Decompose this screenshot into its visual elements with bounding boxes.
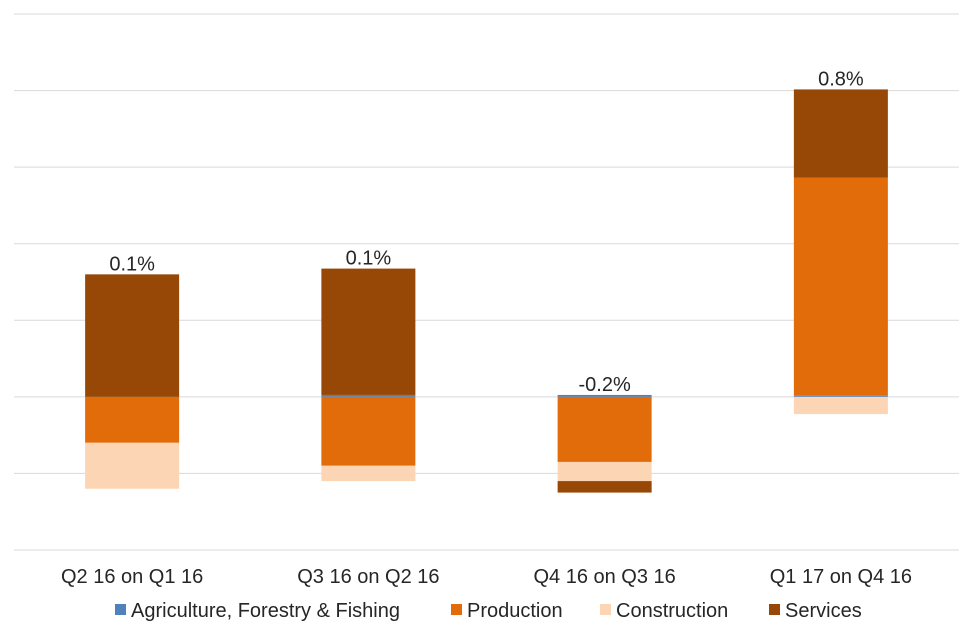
legend-label-agriculture-forestry-fishing: Agriculture, Forestry & Fishing	[131, 600, 400, 622]
bar-segment-services-1	[85, 274, 180, 397]
x-tick-label: Q4 16 on Q3 16	[533, 566, 675, 588]
legend-swatch-services	[769, 604, 780, 615]
legend-swatch-production	[451, 604, 462, 615]
total-label: 0.1%	[109, 253, 155, 275]
x-tick-label: Q2 16 on Q1 16	[61, 566, 203, 588]
legend-label-production: Production	[467, 600, 563, 622]
bar-segment-services-2	[321, 268, 416, 395]
total-label: 0.1%	[346, 248, 392, 270]
x-axis-tick-labels: Q2 16 on Q1 16 Q3 16 on Q2 16 Q4 16 on Q3 …	[61, 566, 912, 588]
bar-segment-production-4	[793, 177, 888, 396]
bar-segment-services-3	[557, 481, 652, 493]
legend-swatch-construction	[600, 604, 611, 615]
bar-segment-production-3	[557, 396, 652, 462]
legend: Agriculture, Forestry & Fishing Productio…	[115, 600, 862, 622]
bar-segment-agriculture-forestry-fishing-2	[321, 394, 416, 397]
bar-segment-construction-1	[85, 442, 180, 489]
bar-segment-construction-2	[321, 465, 416, 482]
bar-segment-production-2	[321, 396, 416, 466]
bar-segment-construction-4	[793, 396, 888, 415]
total-labels: 0.1% 0.1% -0.2% 0.8%	[109, 68, 864, 396]
legend-swatch-agriculture-forestry-fishing	[115, 604, 126, 615]
bar-segment-construction-3	[557, 461, 652, 482]
bar-segment-agriculture-forestry-fishing-4	[793, 395, 888, 397]
bar-segment-agriculture-forestry-fishing-3	[557, 394, 652, 397]
bar-segment-production-1	[85, 396, 180, 443]
legend-label-services: Services	[785, 600, 862, 622]
x-tick-label: Q3 16 on Q2 16	[297, 566, 439, 588]
legend-label-construction: Construction	[616, 600, 728, 622]
x-tick-label: Q1 17 on Q4 16	[770, 566, 912, 588]
total-label: 0.8%	[818, 68, 864, 90]
total-label: -0.2%	[579, 374, 631, 396]
bars	[85, 89, 888, 493]
bar-segment-services-4	[793, 89, 888, 178]
